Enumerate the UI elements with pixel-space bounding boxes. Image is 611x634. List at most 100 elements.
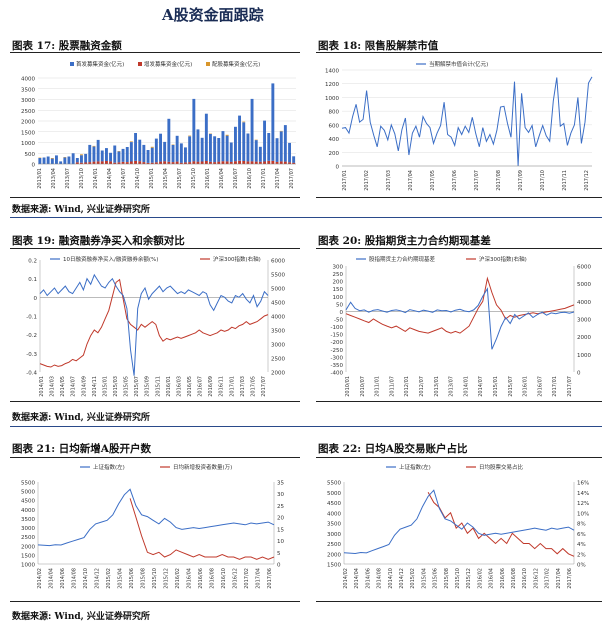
fig17-bar — [242, 121, 246, 123]
fig19-left-ytick: 0.2 — [28, 259, 37, 265]
fig20-xtick: 2015/01 — [493, 376, 499, 397]
fig19-top-rule — [10, 248, 300, 249]
fig17-bar — [75, 162, 79, 164]
fig17-xtick: 2013/10 — [79, 168, 85, 189]
fig22-xtick: 2014/06 — [365, 568, 371, 589]
fig17-ytick: 3500 — [21, 87, 35, 93]
fig21-title: 图表 21: 日均新增A股开户数 — [12, 443, 151, 455]
fig17-bar — [80, 162, 83, 164]
fig22-xtick: 2016/04 — [489, 568, 495, 589]
fig22-xtick: 2015/12 — [466, 568, 472, 589]
fig19-xtick: 2016/07 — [198, 376, 204, 397]
fig19-right-ytick: 3000 — [271, 343, 285, 349]
fig18-ytick: 1200 — [325, 82, 339, 88]
fig22-xtick: 2017/04 — [556, 568, 562, 589]
fig20-xtick: 2013/01 — [434, 376, 440, 397]
fig17-xtick: 2016/01 — [205, 168, 211, 189]
fig22-xtick: 2016/02 — [477, 568, 483, 589]
fig21-xtick: 2015/06 — [129, 568, 135, 589]
fig21-xtick: 2014/06 — [60, 568, 66, 589]
source-row3: 数据来源: Wind, 兴业证券研究所 — [12, 612, 150, 622]
fig17-xtick: 2017/04 — [275, 168, 281, 189]
fig17-bar — [238, 160, 241, 164]
fig17-bar — [142, 144, 146, 163]
fig21-xtick: 2017/04 — [256, 568, 262, 589]
fig17-bar — [88, 162, 92, 164]
fig17-xtick: 2017/07 — [289, 168, 295, 189]
fig22-xtick: 2015/02 — [410, 568, 416, 589]
fig17-bar — [109, 161, 112, 164]
fig17-bar — [234, 126, 237, 162]
fig17-xtick: 2013/04 — [51, 168, 57, 189]
fig19-xtick: 2017/05 — [250, 376, 256, 397]
fig19-bottom-rule — [10, 401, 300, 402]
fig17-bar — [283, 161, 287, 164]
fig17-xtick: 2015/07 — [177, 168, 183, 189]
fig20-xtick: 2012/01 — [404, 376, 410, 397]
fig21-legend-0-label: 上证指数(左) — [93, 463, 125, 471]
fig17-bar — [246, 161, 250, 164]
fig17-bar — [146, 150, 150, 163]
fig20-series-left-line — [345, 287, 575, 350]
fig22-left-ytick: 4500 — [327, 501, 341, 507]
fig17-bar — [279, 161, 283, 164]
fig18-xtick: 2017/08 — [496, 170, 502, 191]
fig18-ytick: 1000 — [325, 96, 339, 102]
fig18-xtick: 2017/02 — [364, 170, 370, 191]
fig21-xtick: 2014/12 — [95, 568, 101, 589]
fig17-bar — [134, 161, 137, 164]
fig17-bar — [200, 161, 204, 164]
fig17-bar — [196, 129, 200, 162]
fig17-top-rule — [10, 52, 300, 53]
fig20-xtick: 2011/01 — [375, 376, 381, 397]
fig19-xtick: 2016/01 — [166, 376, 172, 397]
fig17-bar — [221, 131, 225, 162]
fig21-left-ytick: 5000 — [21, 490, 35, 496]
fig17-bar — [275, 138, 279, 162]
fig21-left-ytick: 1500 — [21, 553, 35, 559]
fig22-right-ytick: 16% — [577, 481, 589, 487]
fig17-bar — [229, 161, 233, 164]
fig20-left-ytick: 200 — [333, 280, 344, 286]
fig17-bar — [242, 122, 246, 161]
fig20-right-ytick: 3000 — [577, 318, 591, 324]
fig21-right-ytick: 35 — [277, 481, 284, 487]
fig21-left-ytick: 2500 — [21, 535, 35, 541]
fig22-xtick: 2015/04 — [421, 568, 427, 589]
fig21-bottom-rule — [10, 601, 300, 602]
fig19-left-ytick: -0.2 — [26, 333, 37, 339]
fig17-bar — [258, 161, 262, 164]
fig20-left-ytick: 0 — [340, 310, 344, 316]
fig17-bar — [92, 146, 96, 162]
fig22-right-ytick: 6% — [577, 532, 586, 538]
fig19-xtick: 2014/03 — [50, 376, 56, 397]
fig17-bar — [167, 118, 171, 162]
fig21-xtick: 2014/08 — [72, 568, 78, 589]
fig22-xtick: 2014/08 — [377, 568, 383, 589]
fig17-bar — [209, 161, 212, 164]
fig21-left-ytick: 5500 — [21, 481, 35, 487]
fig22-right-ytick: 12% — [577, 501, 589, 507]
fig17-bar — [263, 161, 266, 164]
fig17-bar — [179, 162, 183, 164]
fig17-bar — [217, 161, 221, 164]
fig20-xtick: 2014/07 — [478, 376, 484, 397]
fig19-xtick: 2015/03 — [113, 376, 119, 397]
fig17-bar — [238, 115, 241, 161]
fig19-xtick: 2015/09 — [145, 376, 151, 397]
fig19-left-ytick: -0.1 — [26, 315, 37, 321]
fig20-xtick: 2011/07 — [389, 376, 395, 397]
fig17-ytick: 0 — [32, 163, 36, 169]
fig17-bar — [142, 162, 146, 164]
fig17-xtick: 2015/10 — [191, 168, 197, 189]
fig20-left-ytick: -400 — [331, 371, 344, 377]
fig17-bar — [267, 161, 271, 164]
fig20-right-ytick: 6000 — [577, 265, 591, 271]
fig17-bar — [283, 125, 287, 162]
fig21-right-ytick: 25 — [277, 504, 284, 510]
fig20-left-ytick: -300 — [331, 355, 344, 361]
fig18-xtick: 2017/03 — [386, 170, 392, 191]
fig19-right-ytick: 6000 — [271, 259, 285, 265]
fig17-xtick: 2015/04 — [163, 168, 169, 189]
fig22-xtick: 2014/12 — [399, 568, 405, 589]
